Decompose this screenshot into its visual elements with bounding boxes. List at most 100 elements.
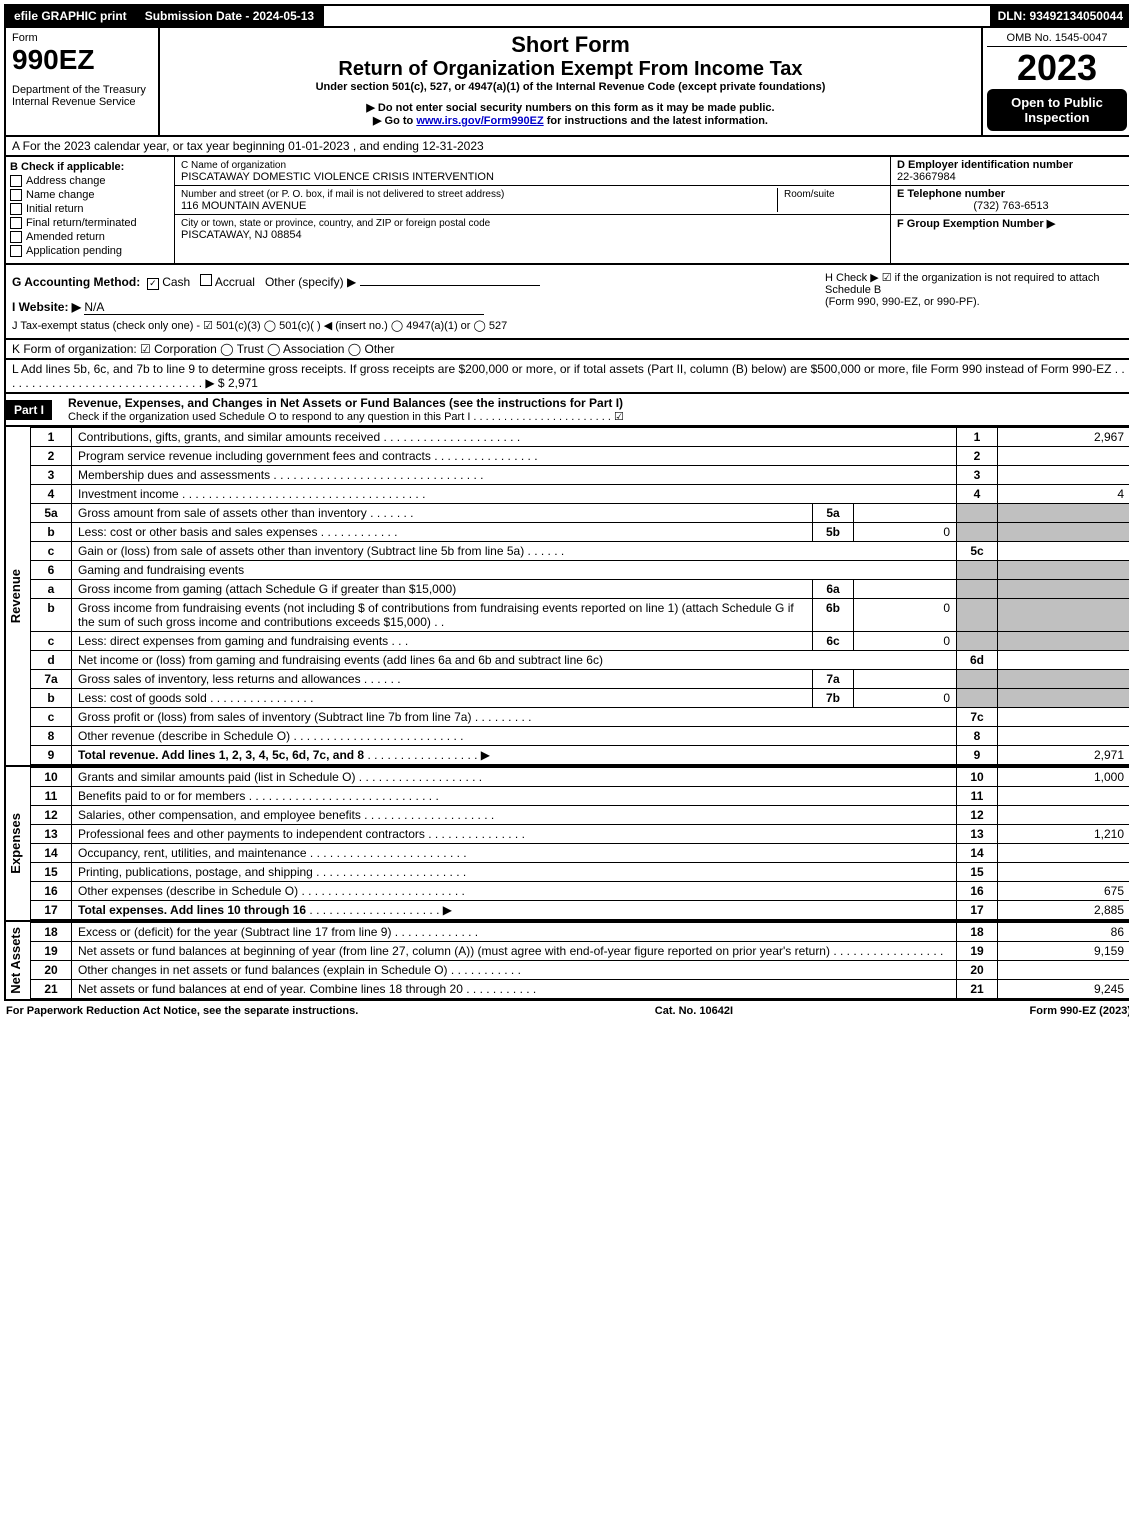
form-word: Form bbox=[12, 32, 152, 44]
page-footer: For Paperwork Reduction Act Notice, see … bbox=[4, 1001, 1129, 1021]
other-method-field[interactable] bbox=[360, 271, 540, 286]
efile-label[interactable]: efile GRAPHIC print bbox=[6, 6, 137, 26]
revenue-label: Revenue bbox=[8, 569, 28, 623]
subtitle: Under section 501(c), 527, or 4947(a)(1)… bbox=[164, 81, 977, 93]
check-final[interactable]: Final return/terminated bbox=[10, 217, 170, 229]
irs-link[interactable]: www.irs.gov/Form990EZ bbox=[416, 115, 543, 127]
line-9: 9Total revenue. Add lines 1, 2, 3, 4, 5c… bbox=[31, 746, 1129, 765]
check-cash[interactable]: ✓ bbox=[147, 278, 159, 290]
header-center: Short Form Return of Organization Exempt… bbox=[160, 28, 981, 135]
line-7b: bLess: cost of goods sold . . . . . . . … bbox=[31, 689, 1129, 708]
line-5c: cGain or (loss) from sale of assets othe… bbox=[31, 542, 1129, 561]
line-11: 11Benefits paid to or for members . . . … bbox=[31, 787, 1129, 806]
box-b-label: B Check if applicable: bbox=[10, 161, 170, 173]
ein-value: 22-3667984 bbox=[897, 171, 956, 183]
c-city-label: City or town, state or province, country… bbox=[181, 218, 490, 229]
form-header: Form 990EZ Department of the Treasury In… bbox=[4, 28, 1129, 137]
ghijkl-block: G Accounting Method: ✓ Cash Accrual Othe… bbox=[4, 265, 1129, 340]
tax-year: 2023 bbox=[987, 47, 1127, 89]
line-12: 12Salaries, other compensation, and empl… bbox=[31, 806, 1129, 825]
box-e-label: E Telephone number bbox=[897, 188, 1005, 200]
line-10: 10Grants and similar amounts paid (list … bbox=[31, 768, 1129, 787]
line-6b: bGross income from fundraising events (n… bbox=[31, 599, 1129, 632]
line-17: 17Total expenses. Add lines 10 through 1… bbox=[31, 901, 1129, 920]
check-name[interactable]: Name change bbox=[10, 189, 170, 201]
line-6c: cLess: direct expenses from gaming and f… bbox=[31, 632, 1129, 651]
short-form-title: Short Form bbox=[164, 32, 977, 58]
top-bar: efile GRAPHIC print Submission Date - 20… bbox=[4, 4, 1129, 28]
line-20: 20Other changes in net assets or fund ba… bbox=[31, 961, 1129, 980]
line-4: 4Investment income . . . . . . . . . . .… bbox=[31, 485, 1129, 504]
line-13: 13Professional fees and other payments t… bbox=[31, 825, 1129, 844]
check-application[interactable]: Application pending bbox=[10, 245, 170, 257]
submission-date: Submission Date - 2024-05-13 bbox=[137, 6, 324, 26]
website-field: N/A bbox=[84, 300, 484, 315]
line-19: 19Net assets or fund balances at beginni… bbox=[31, 942, 1129, 961]
expenses-group: Expenses 10Grants and similar amounts pa… bbox=[4, 767, 1129, 922]
box-b: B Check if applicable: Address change Na… bbox=[6, 157, 175, 263]
line-5a: 5aGross amount from sale of assets other… bbox=[31, 504, 1129, 523]
part1-title: Revenue, Expenses, and Changes in Net As… bbox=[60, 396, 1123, 410]
line-14: 14Occupancy, rent, utilities, and mainte… bbox=[31, 844, 1129, 863]
room-label: Room/suite bbox=[784, 189, 835, 200]
check-accrual[interactable] bbox=[200, 274, 212, 286]
c-name-label: C Name of organization bbox=[181, 160, 286, 171]
box-k: K Form of organization: ☑ Corporation ◯ … bbox=[4, 340, 1129, 360]
part1-label: Part I bbox=[6, 400, 52, 420]
expenses-table: 10Grants and similar amounts paid (list … bbox=[31, 767, 1129, 920]
netassets-group: Net Assets 18Excess or (deficit) for the… bbox=[4, 922, 1129, 1001]
line-21: 21Net assets or fund balances at end of … bbox=[31, 980, 1129, 999]
line-16: 16Other expenses (describe in Schedule O… bbox=[31, 882, 1129, 901]
box-l: L Add lines 5b, 6c, and 7b to line 9 to … bbox=[4, 360, 1129, 394]
netassets-table: 18Excess or (deficit) for the year (Subt… bbox=[31, 922, 1129, 999]
line-1: 1Contributions, gifts, grants, and simil… bbox=[31, 428, 1129, 447]
check-initial[interactable]: Initial return bbox=[10, 203, 170, 215]
box-c: C Name of organization PISCATAWAY DOMEST… bbox=[175, 157, 890, 263]
note-ssn: ▶ Do not enter social security numbers o… bbox=[164, 101, 977, 114]
box-h: H Check ▶ ☑ if the organization is not r… bbox=[825, 271, 1125, 308]
line-7c: cGross profit or (loss) from sales of in… bbox=[31, 708, 1129, 727]
part1-check: Check if the organization used Schedule … bbox=[60, 410, 1123, 423]
line-15: 15Printing, publications, postage, and s… bbox=[31, 863, 1129, 882]
dept-line1: Department of the Treasury bbox=[12, 84, 152, 96]
inspection-box: Open to Public Inspection bbox=[987, 89, 1127, 131]
line-8: 8Other revenue (describe in Schedule O) … bbox=[31, 727, 1129, 746]
box-d-label: D Employer identification number bbox=[897, 159, 1073, 171]
footer-left: For Paperwork Reduction Act Notice, see … bbox=[6, 1005, 358, 1017]
line-3: 3Membership dues and assessments . . . .… bbox=[31, 466, 1129, 485]
org-city: PISCATAWAY, NJ 08854 bbox=[181, 229, 302, 241]
header-right: OMB No. 1545-0047 2023 Open to Public In… bbox=[981, 28, 1129, 135]
c-addr-label: Number and street (or P. O. box, if mail… bbox=[181, 189, 504, 200]
box-def: D Employer identification number 22-3667… bbox=[890, 157, 1129, 263]
main-title: Return of Organization Exempt From Incom… bbox=[164, 58, 977, 81]
box-f-label: F Group Exemption Number ▶ bbox=[897, 218, 1055, 230]
form-number: 990EZ bbox=[12, 44, 152, 76]
section-a: A For the 2023 calendar year, or tax yea… bbox=[4, 137, 1129, 157]
line-6d: dNet income or (loss) from gaming and fu… bbox=[31, 651, 1129, 670]
info-block: B Check if applicable: Address change Na… bbox=[4, 157, 1129, 265]
org-name: PISCATAWAY DOMESTIC VIOLENCE CRISIS INTE… bbox=[181, 171, 494, 183]
footer-center: Cat. No. 10642I bbox=[655, 1005, 733, 1017]
dln-label: DLN: 93492134050044 bbox=[990, 6, 1129, 26]
org-street: 116 MOUNTAIN AVENUE bbox=[181, 200, 306, 212]
line-6a: aGross income from gaming (attach Schedu… bbox=[31, 580, 1129, 599]
revenue-table: 1Contributions, gifts, grants, and simil… bbox=[31, 427, 1129, 765]
line-6: 6Gaming and fundraising events bbox=[31, 561, 1129, 580]
note-link: ▶ Go to www.irs.gov/Form990EZ for instru… bbox=[164, 114, 977, 127]
check-address[interactable]: Address change bbox=[10, 175, 170, 187]
line-2: 2Program service revenue including gover… bbox=[31, 447, 1129, 466]
line-5b: bLess: cost or other basis and sales exp… bbox=[31, 523, 1129, 542]
box-j: J Tax-exempt status (check only one) - ☑… bbox=[12, 319, 1125, 332]
line-7a: 7aGross sales of inventory, less returns… bbox=[31, 670, 1129, 689]
part1-header-row: Part I Revenue, Expenses, and Changes in… bbox=[4, 394, 1129, 427]
footer-right: Form 990-EZ (2023) bbox=[1030, 1005, 1129, 1017]
dept-line2: Internal Revenue Service bbox=[12, 96, 152, 108]
omb-number: OMB No. 1545-0047 bbox=[987, 32, 1127, 47]
check-amended[interactable]: Amended return bbox=[10, 231, 170, 243]
header-left: Form 990EZ Department of the Treasury In… bbox=[6, 28, 160, 135]
revenue-group: Revenue 1Contributions, gifts, grants, a… bbox=[4, 427, 1129, 767]
phone-value: (732) 763-6513 bbox=[897, 200, 1125, 212]
line-18: 18Excess or (deficit) for the year (Subt… bbox=[31, 923, 1129, 942]
netassets-label: Net Assets bbox=[8, 927, 28, 994]
expenses-label: Expenses bbox=[8, 813, 28, 874]
